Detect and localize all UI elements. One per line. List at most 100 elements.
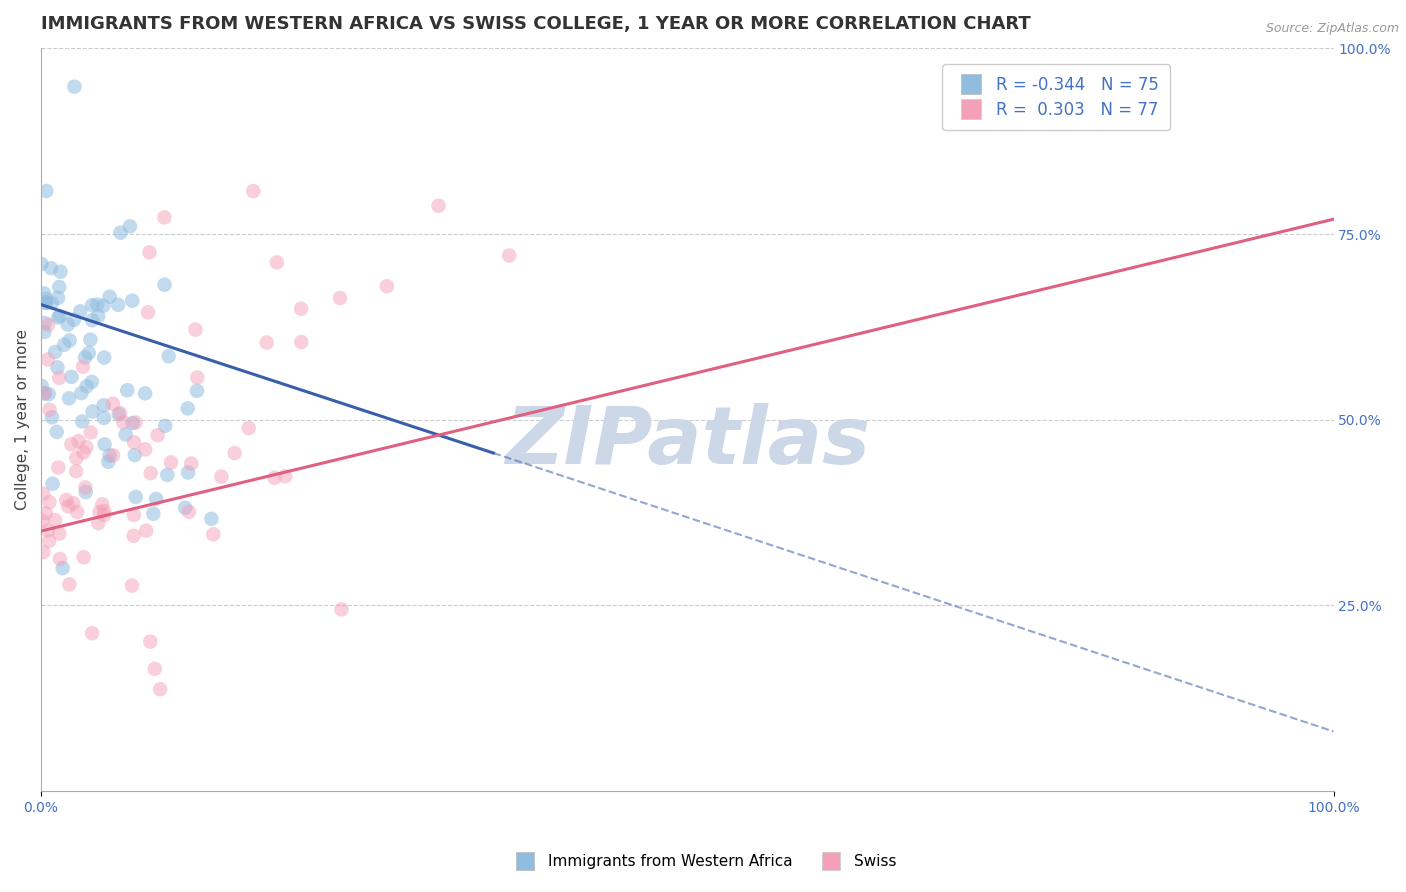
Point	[263, 471, 285, 485]
Point	[34, 386, 56, 401]
Point	[52, 561, 75, 575]
Point	[157, 349, 180, 363]
Point	[34, 316, 56, 330]
Point	[274, 469, 297, 483]
Point	[44, 345, 66, 359]
Point	[32, 486, 55, 500]
Point	[31, 514, 53, 528]
Point	[70, 386, 93, 401]
Point	[174, 500, 197, 515]
Point	[62, 496, 84, 510]
Point	[153, 277, 176, 292]
Point	[107, 298, 129, 312]
Point	[46, 460, 69, 475]
Text: IMMIGRANTS FROM WESTERN AFRICA VS SWISS COLLEGE, 1 YEAR OR MORE CORRELATION CHAR: IMMIGRANTS FROM WESTERN AFRICA VS SWISS …	[41, 15, 1031, 33]
Point	[46, 360, 69, 375]
Point	[108, 406, 131, 420]
Point	[98, 449, 121, 463]
Point	[46, 310, 69, 325]
Point	[122, 529, 145, 543]
Point	[60, 370, 83, 384]
Point	[41, 296, 63, 310]
Point	[45, 425, 67, 439]
Point	[145, 491, 167, 506]
Point	[330, 602, 353, 616]
Point	[117, 384, 139, 398]
Point	[101, 397, 124, 411]
Point	[184, 322, 207, 336]
Point	[498, 248, 520, 262]
Point	[56, 318, 79, 332]
Text: ZIPatlas: ZIPatlas	[505, 403, 870, 481]
Point	[114, 427, 136, 442]
Point	[32, 545, 55, 559]
Point	[110, 226, 132, 240]
Point	[138, 245, 160, 260]
Point	[136, 305, 159, 319]
Point	[122, 508, 145, 522]
Point	[34, 506, 56, 520]
Point	[82, 298, 104, 312]
Y-axis label: College, 1 year or more: College, 1 year or more	[15, 329, 30, 510]
Point	[38, 387, 60, 401]
Point	[75, 485, 97, 500]
Point	[63, 312, 86, 326]
Point	[58, 577, 80, 591]
Point	[256, 335, 278, 350]
Point	[156, 467, 179, 482]
Point	[82, 313, 104, 327]
Point	[65, 464, 87, 478]
Point	[427, 199, 450, 213]
Point	[160, 455, 183, 469]
Point	[70, 414, 93, 428]
Point	[87, 516, 110, 530]
Point	[238, 421, 260, 435]
Point	[30, 257, 52, 271]
Point	[121, 293, 143, 308]
Point	[329, 291, 352, 305]
Point	[209, 469, 232, 483]
Point	[34, 295, 56, 310]
Point	[49, 309, 72, 323]
Point	[80, 375, 103, 389]
Point	[53, 338, 76, 352]
Point	[125, 490, 148, 504]
Point	[32, 286, 55, 301]
Point	[75, 480, 97, 494]
Point	[76, 379, 98, 393]
Point	[134, 442, 156, 457]
Point	[58, 334, 80, 348]
Point	[48, 280, 70, 294]
Point	[49, 552, 72, 566]
Point	[101, 449, 124, 463]
Point	[290, 334, 312, 349]
Point	[93, 351, 115, 365]
Point	[69, 304, 91, 318]
Point	[77, 346, 100, 360]
Point	[112, 415, 135, 429]
Point	[121, 416, 143, 430]
Point	[93, 299, 115, 313]
Point	[93, 504, 115, 518]
Point	[266, 255, 288, 269]
Point	[89, 505, 111, 519]
Point	[91, 497, 114, 511]
Point	[48, 526, 70, 541]
Point	[73, 550, 96, 565]
Point	[93, 437, 115, 451]
Point	[139, 466, 162, 480]
Point	[72, 445, 94, 459]
Point	[146, 428, 169, 442]
Point	[63, 79, 86, 94]
Point	[35, 295, 58, 310]
Legend: R = -0.344   N = 75, R =  0.303   N = 77: R = -0.344 N = 75, R = 0.303 N = 77	[942, 64, 1170, 130]
Point	[375, 279, 398, 293]
Point	[37, 318, 59, 332]
Point	[153, 211, 176, 225]
Point	[242, 184, 264, 198]
Point	[93, 398, 115, 412]
Point	[75, 351, 97, 365]
Point	[87, 309, 110, 323]
Point	[58, 392, 80, 406]
Point	[186, 384, 208, 398]
